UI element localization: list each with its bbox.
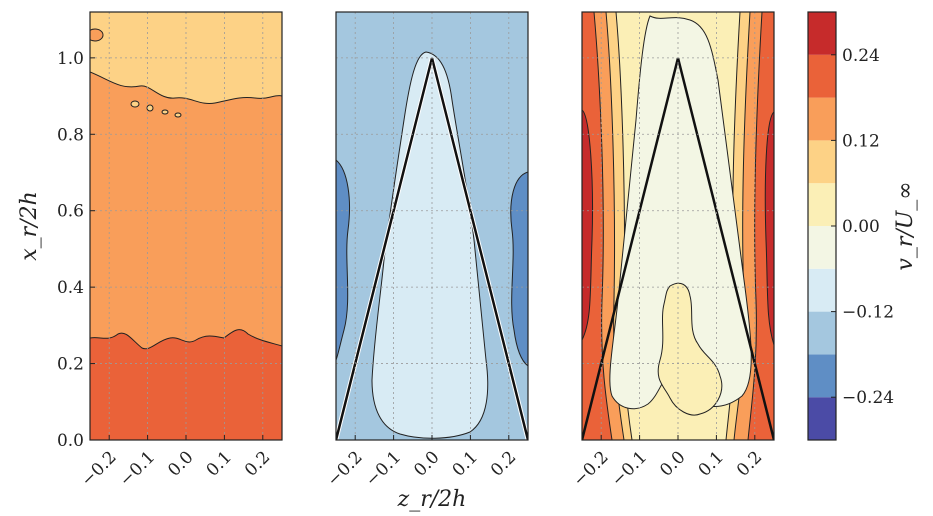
x-tick-label: −0.2 xyxy=(77,447,120,490)
x-axis-middle: −0.2−0.1 0.0 0.1 0.2 xyxy=(323,435,520,491)
x-axis-left: −0.2−0.1 0.0 0.1 0.2 xyxy=(77,435,274,491)
y-tick-label: 0.2 xyxy=(57,355,84,375)
panel-left xyxy=(90,12,282,440)
y-tick-label: 0.6 xyxy=(57,202,84,222)
middle-edge-left xyxy=(336,159,350,361)
middle-edge-right xyxy=(510,171,528,367)
colorbar-segment xyxy=(808,183,836,226)
colorbar-tick-label: 0.12 xyxy=(842,131,880,151)
x-tick-label: −0.1 xyxy=(608,447,651,490)
x-tick-label: 0.1 xyxy=(203,447,236,480)
panel-middle xyxy=(336,12,528,440)
x-tick-label: 0.1 xyxy=(695,447,728,480)
x-tick-label: −0.1 xyxy=(362,447,405,490)
x-axis-right: −0.2−0.1 0.0 0.1 0.2 xyxy=(569,435,766,491)
y-axis: 0.0 0.2 0.4 0.6 0.8 1.0 xyxy=(57,49,95,451)
colorbar-segment xyxy=(808,311,836,355)
right-band-dark-left xyxy=(582,109,594,341)
x-tick-label: 0.2 xyxy=(733,447,766,480)
x-tick-label: 0.1 xyxy=(449,447,482,480)
right-lower-yellow xyxy=(657,282,723,416)
panel-right-grid xyxy=(582,12,774,441)
x-tick-label: 0.0 xyxy=(410,447,443,480)
x-tick-label: −0.2 xyxy=(569,447,612,490)
y-tick-label: 0.0 xyxy=(57,431,84,451)
x-tick-label: 0.2 xyxy=(241,447,274,480)
left-region-lower xyxy=(90,329,282,440)
x-tick-label: 0.2 xyxy=(487,447,520,480)
y-axis-label: x_r/2h xyxy=(17,191,42,261)
colorbar-tick-label: 0.24 xyxy=(842,46,880,66)
panel-right xyxy=(582,12,774,440)
x-tick-label: −0.2 xyxy=(323,447,366,490)
colorbar-segment xyxy=(808,226,836,269)
x-axis-label: z_r/2h xyxy=(397,487,467,512)
x-tick-label: 0.0 xyxy=(164,447,197,480)
colorbar-tick-label: −0.12 xyxy=(842,303,894,323)
colorbar-tick-label: −0.24 xyxy=(842,388,894,408)
colorbar-segment xyxy=(808,397,836,440)
colorbar-segment xyxy=(808,268,836,312)
colorbar-label: v_r/U_∞ xyxy=(893,181,918,270)
y-tick-label: 1.0 xyxy=(57,49,84,69)
colorbar-segment xyxy=(808,354,836,398)
x-tick-label: −0.1 xyxy=(116,447,159,490)
colorbar: 0.24 0.12 0.00 −0.12 −0.24 xyxy=(807,11,894,441)
colorbar-segment xyxy=(808,140,836,184)
colorbar-segment xyxy=(808,97,836,141)
y-tick-label: 0.8 xyxy=(57,125,84,145)
colorbar-tick-label: 0.00 xyxy=(842,217,880,237)
x-tick-label: 0.0 xyxy=(656,447,689,480)
colorbar-segment xyxy=(808,12,836,55)
colorbar-segment xyxy=(808,54,836,98)
y-tick-label: 0.4 xyxy=(57,278,84,298)
